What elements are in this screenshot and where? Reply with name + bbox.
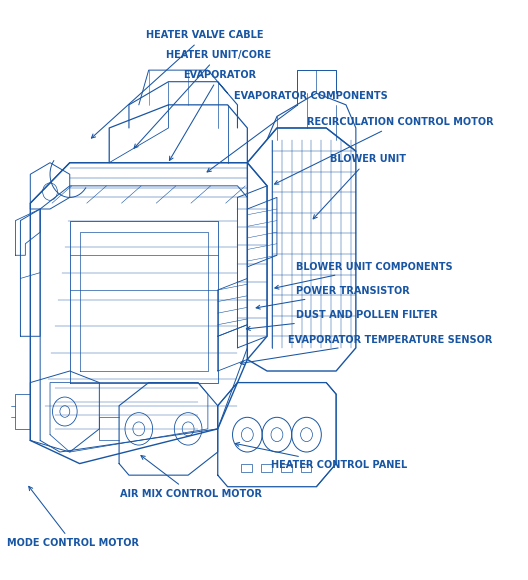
Text: BLOWER UNIT: BLOWER UNIT: [313, 154, 406, 219]
Text: RECIRCULATION CONTROL MOTOR: RECIRCULATION CONTROL MOTOR: [275, 117, 493, 184]
Text: HEATER UNIT/CORE: HEATER UNIT/CORE: [134, 50, 271, 148]
Bar: [281, 464, 292, 472]
Bar: [241, 464, 252, 472]
Text: EVAPORATOR COMPONENTS: EVAPORATOR COMPONENTS: [207, 90, 387, 172]
Text: AIR MIX CONTROL MOTOR: AIR MIX CONTROL MOTOR: [120, 455, 262, 499]
Text: DUST AND POLLEN FILTER: DUST AND POLLEN FILTER: [247, 310, 437, 331]
Text: EVAPORATOR TEMPERATURE SENSOR: EVAPORATOR TEMPERATURE SENSOR: [240, 335, 492, 365]
Bar: [300, 464, 312, 472]
Text: MODE CONTROL MOTOR: MODE CONTROL MOTOR: [7, 487, 139, 549]
Bar: [261, 464, 272, 472]
Text: EVAPORATOR: EVAPORATOR: [169, 70, 256, 161]
Text: BLOWER UNIT COMPONENTS: BLOWER UNIT COMPONENTS: [275, 262, 452, 289]
Text: POWER TRANSISTOR: POWER TRANSISTOR: [256, 286, 409, 309]
Text: HEATER VALVE CABLE: HEATER VALVE CABLE: [91, 30, 263, 138]
Text: HEATER CONTROL PANEL: HEATER CONTROL PANEL: [235, 443, 407, 470]
